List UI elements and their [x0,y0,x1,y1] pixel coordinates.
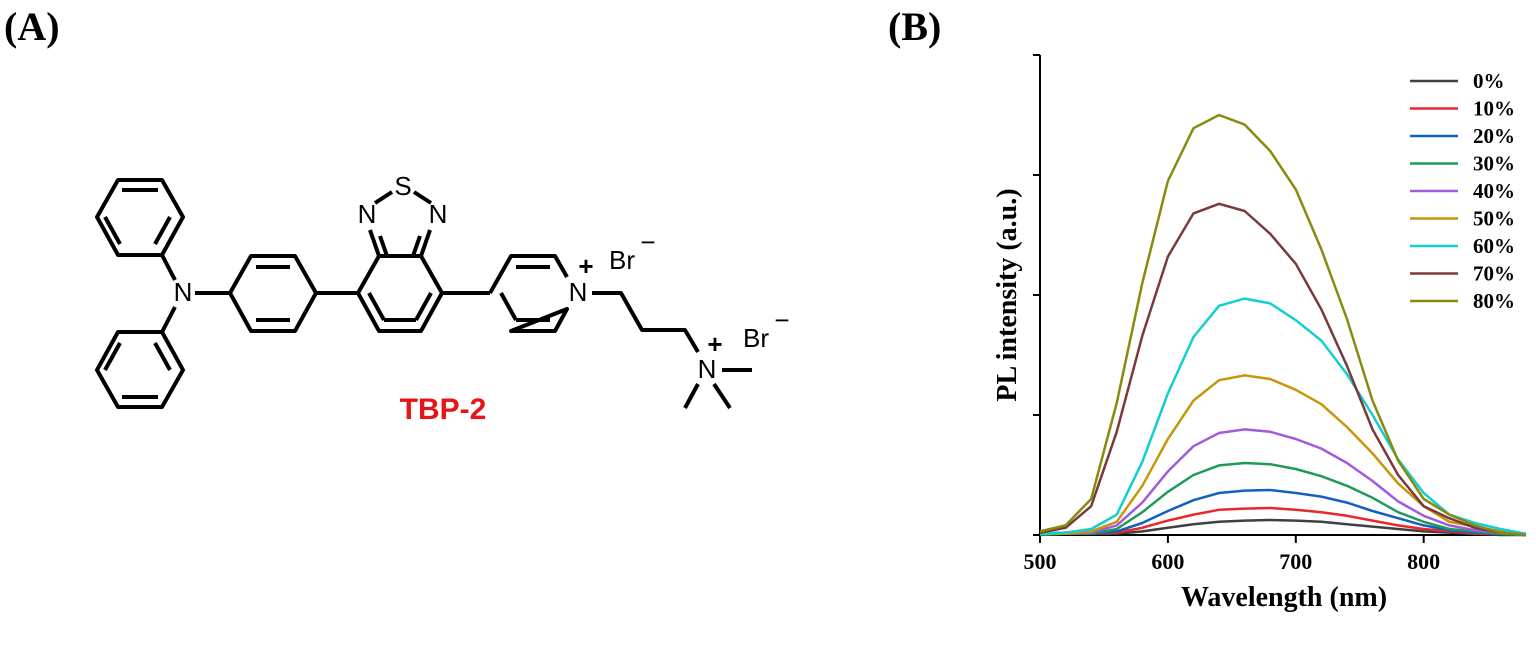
series-line [1039,113,1527,537]
counterion: Br [743,323,769,353]
x-tick-label: 700 [1279,549,1312,574]
legend-label: 10% [1473,97,1515,121]
legend-label: 30% [1473,152,1515,176]
atom: N [429,199,448,229]
molecule-bonds [95,178,752,410]
panel-label: (A) [4,4,60,49]
atom: S [394,171,411,201]
molecule-labels: N S N N N N + + Br − Br − TBP-2 [174,171,790,426]
charge: + [707,329,722,359]
atom: N [698,354,717,384]
series-line [1040,374,1527,536]
atom: N [174,277,193,307]
series-line [1040,428,1527,536]
legend-label: 70% [1473,262,1515,286]
legend-label: 50% [1473,207,1515,231]
legend-label: 40% [1473,179,1515,203]
series-line [1039,488,1527,537]
series-line [1039,518,1526,537]
series-line [1039,506,1527,537]
counterion-charge: − [774,305,789,335]
x-tick-label: 500 [1024,549,1057,574]
counterion: Br [609,245,635,275]
series-line [1039,461,1527,537]
legend-label: 60% [1473,234,1515,258]
charge: + [578,251,593,281]
panel-label: (B) [888,4,941,49]
x-tick-label: 800 [1407,549,1440,574]
legend-label: 80% [1473,289,1515,313]
atom: N [358,199,377,229]
x-tick-label: 600 [1151,549,1184,574]
y-axis-label: PL intensity (a.u.) [992,188,1023,401]
legend-label: 20% [1473,124,1515,148]
compound-name: TBP-2 [400,393,487,426]
x-axis-label: Wavelength (nm) [1181,582,1387,613]
counterion-charge: − [640,227,655,257]
series-line [1039,202,1527,537]
atom: N [569,277,588,307]
legend-label: 0% [1473,69,1505,93]
